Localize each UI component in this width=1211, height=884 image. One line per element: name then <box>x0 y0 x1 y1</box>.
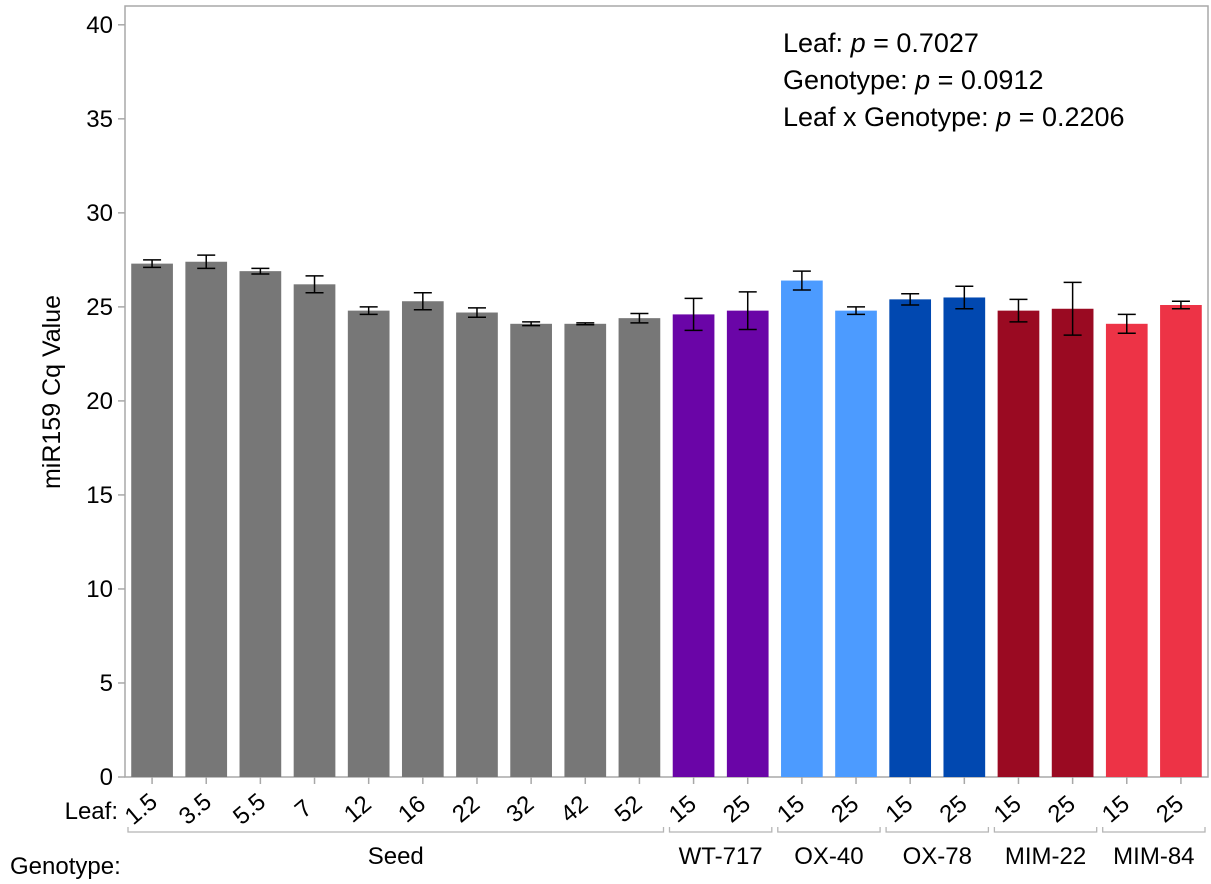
group-label: MIM-22 <box>1005 843 1086 870</box>
x-tick-label: 16 <box>393 790 431 828</box>
x-tick-label: 25 <box>826 790 864 828</box>
y-tick-label: 5 <box>100 670 113 697</box>
error-bars <box>143 254 1190 336</box>
x-tick-label: 52 <box>610 790 648 828</box>
genotype-groups: Seed WT-717 OX-40 OX-78 MIM-22 MIM-84 <box>127 827 1206 870</box>
bar <box>239 271 282 777</box>
plot-frame <box>124 5 1209 778</box>
y-tick-label: 0 <box>100 764 113 791</box>
bar <box>835 310 877 777</box>
group-bracket <box>993 827 1098 833</box>
bar <box>185 261 228 777</box>
bar <box>401 301 444 777</box>
x-tick-label: 15 <box>880 790 918 828</box>
bar <box>510 323 552 777</box>
y-tick-label: 25 <box>86 294 113 321</box>
y-tick-label: 35 <box>86 106 113 133</box>
x-tick-label: 25 <box>718 790 756 828</box>
y-tick-label: 20 <box>86 388 113 415</box>
group-bracket <box>668 827 773 833</box>
x-tick-label: 32 <box>501 790 539 828</box>
bar <box>1160 304 1202 777</box>
x-tick-label: 15 <box>772 790 810 828</box>
group-bracket <box>1102 827 1206 833</box>
stats-line: Leaf: p = 0.7027 <box>783 28 979 58</box>
bar <box>564 323 607 777</box>
x-tick-label: 5.5 <box>228 788 271 830</box>
bar <box>1105 323 1148 777</box>
group-bracket <box>777 827 881 833</box>
bar <box>726 310 769 777</box>
bar <box>889 299 932 777</box>
genotype-row-label: Genotype: <box>10 853 121 880</box>
bar <box>943 297 986 777</box>
stats-annotation: Leaf: p = 0.7027 Genotype: p = 0.0912 Leaf… <box>783 28 1125 132</box>
bar <box>781 280 823 777</box>
x-tick-label: 3.5 <box>174 788 217 830</box>
bar <box>131 263 173 777</box>
group-bracket <box>885 827 990 833</box>
x-tick-label: 12 <box>339 790 377 828</box>
y-axis: 0 5 10 15 20 25 30 35 40 <box>86 12 125 791</box>
x-axis-ticks: 1.5 3.5 5.5 7 12 16 22 32 42 52 15 25 15 25 15 25 15 25 15… <box>120 777 1189 830</box>
group-label: OX-78 <box>903 843 972 870</box>
bar <box>1051 308 1094 777</box>
bar <box>997 310 1040 777</box>
bar <box>618 318 661 777</box>
stats-line: Leaf x Genotype: p = 0.2206 <box>783 102 1125 132</box>
group-label: Seed <box>368 843 424 870</box>
x-tick-label: 25 <box>935 790 973 828</box>
leaf-row-label: Leaf: <box>65 798 118 825</box>
y-tick-label: 30 <box>86 200 113 227</box>
group-label: MIM-84 <box>1113 843 1194 870</box>
bars <box>131 261 1202 777</box>
x-tick-label: 25 <box>1043 790 1081 828</box>
group-bracket <box>127 827 665 833</box>
y-axis-title: miR159 Cq Value <box>38 295 66 489</box>
x-tick-label: 25 <box>1151 790 1189 828</box>
y-tick-label: 10 <box>86 576 113 603</box>
y-tick-label: 40 <box>86 12 113 39</box>
x-tick-label: 42 <box>556 790 594 828</box>
group-label: OX-40 <box>794 843 863 870</box>
y-tick-label: 15 <box>86 482 113 509</box>
bar <box>347 310 390 777</box>
bar <box>293 284 336 777</box>
bar <box>456 312 498 777</box>
x-tick-label: 15 <box>989 790 1027 828</box>
x-tick-label: 1.5 <box>120 788 163 830</box>
stats-line: Genotype: p = 0.0912 <box>783 65 1043 95</box>
x-tick-label: 7 <box>290 795 318 824</box>
x-tick-label: 15 <box>664 790 702 828</box>
group-label: WT-717 <box>679 843 763 870</box>
bar <box>672 314 715 777</box>
x-tick-label: 15 <box>1097 790 1135 828</box>
x-tick-label: 22 <box>447 790 485 828</box>
